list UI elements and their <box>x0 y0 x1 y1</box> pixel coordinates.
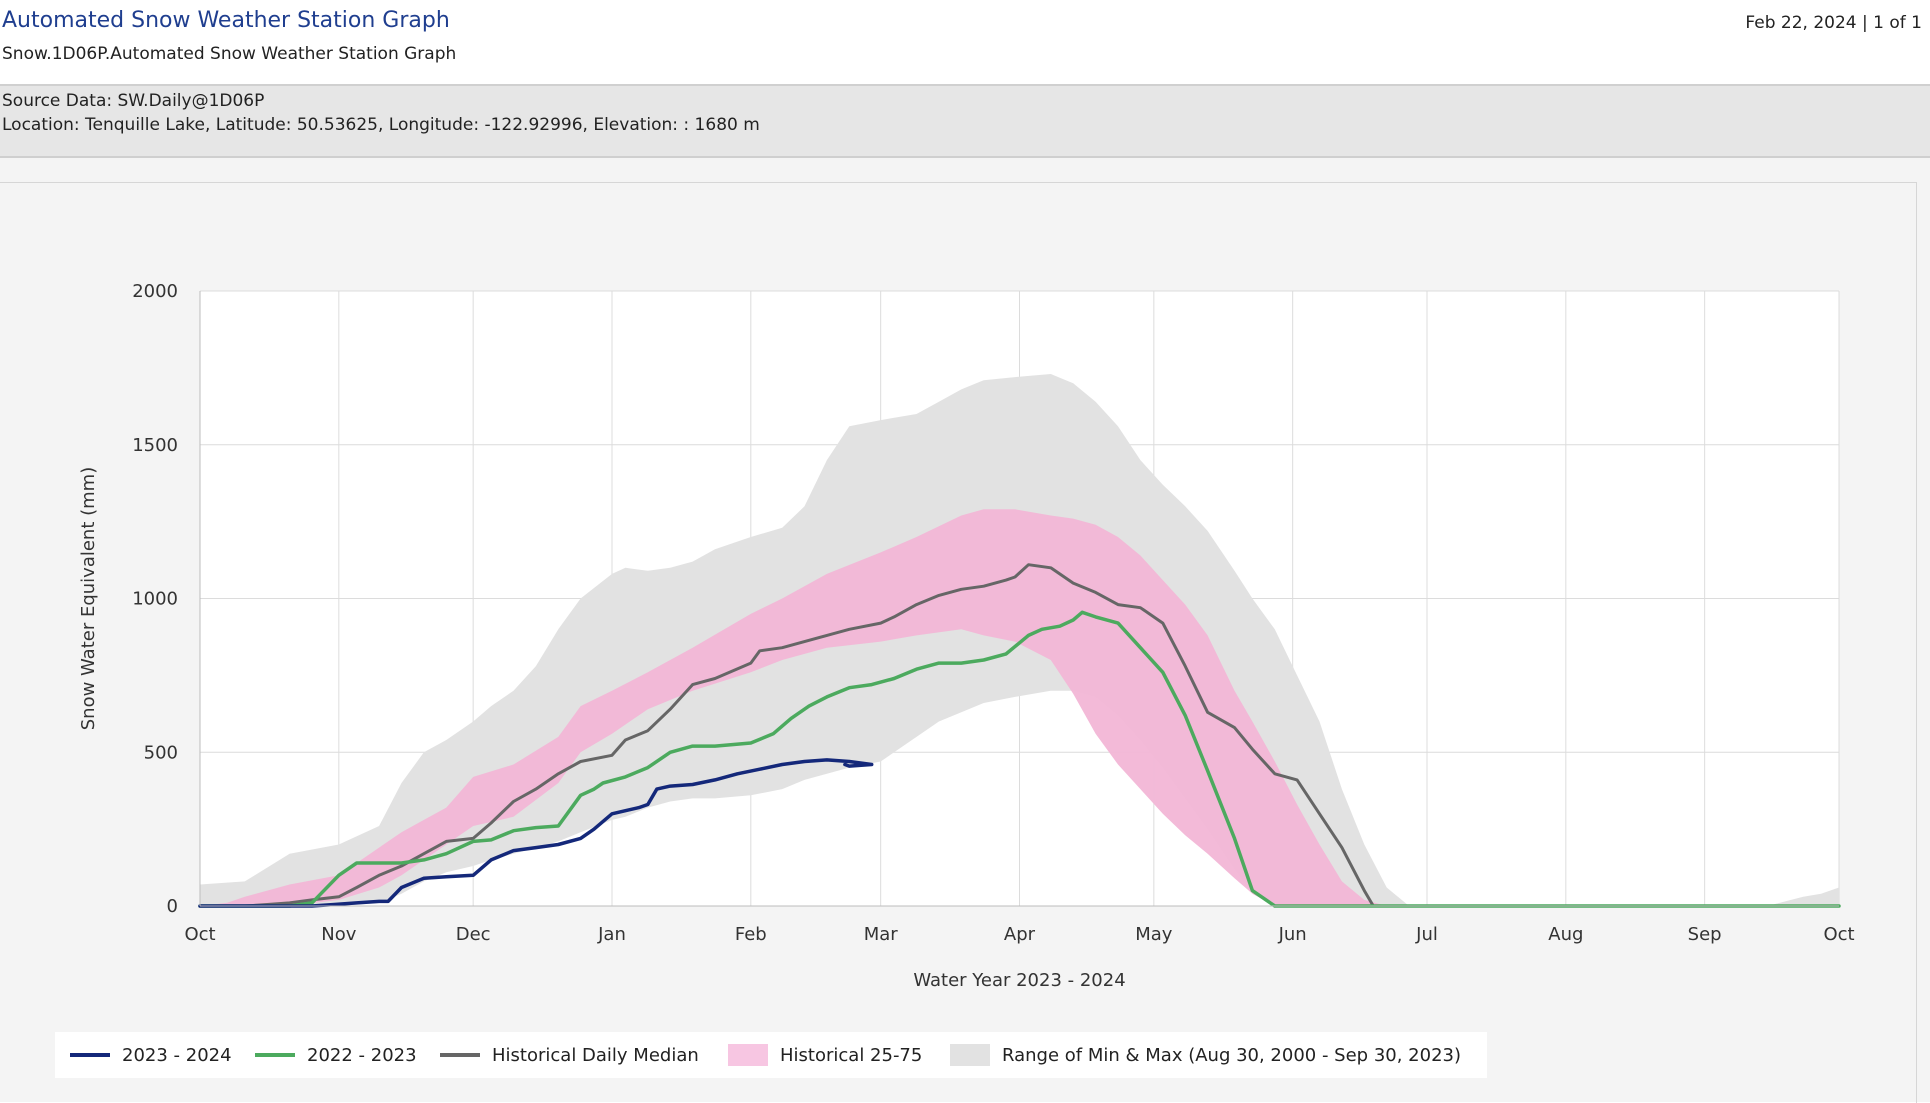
chart-panel <box>0 182 1917 1103</box>
series-2022-2023-line <box>198 610 1841 908</box>
y-tick-label: 1000 <box>132 589 178 610</box>
legend-label-median: Historical Daily Median <box>492 1044 699 1066</box>
location-label: Location: Tenquille Lake, Latitude: 50.5… <box>2 115 760 135</box>
source-data-label: Source Data: SW.Daily@1D06P <box>2 91 265 111</box>
p25-75-band <box>200 509 1410 906</box>
report-title: Automated Snow Weather Station Graph <box>2 8 450 33</box>
legend-label-p25-75: Historical 25-75 <box>780 1044 923 1066</box>
y-tick-label: 500 <box>144 742 178 763</box>
x-tick-label: Jan <box>597 924 626 945</box>
report-subtitle: Snow.1D06P.Automated Snow Weather Statio… <box>2 44 457 64</box>
legend-item-current: 2023 - 2024 <box>70 1032 232 1078</box>
x-tick-label: Oct <box>1823 924 1854 945</box>
x-tick-label: Apr <box>1004 924 1036 945</box>
legend-item-previous: 2022 - 2023 <box>255 1032 417 1078</box>
y-axis-title: Snow Water Equivalent (mm) <box>78 467 99 731</box>
x-tick-label: Sep <box>1688 924 1722 945</box>
x-tick-label: Dec <box>456 924 491 945</box>
legend-item-median: Historical Daily Median <box>440 1032 699 1078</box>
series-2023-2024-line <box>198 758 874 908</box>
y-tick-label: 0 <box>167 896 178 917</box>
legend-label-minmax: Range of Min & Max (Aug 30, 2000 - Sep 3… <box>1002 1044 1462 1066</box>
legend-swatch-minmax <box>950 1044 990 1066</box>
x-tick-label: Jul <box>1415 924 1438 945</box>
legend-label-current: 2023 - 2024 <box>122 1044 232 1066</box>
legend-swatch-p25-75 <box>728 1044 768 1066</box>
x-axis-title: Water Year 2023 - 2024 <box>913 970 1125 991</box>
legend-label-previous: 2022 - 2023 <box>307 1044 417 1066</box>
legend-swatch-previous <box>255 1053 295 1057</box>
x-tick-label: Feb <box>735 924 767 945</box>
y-tick-label: 2000 <box>132 281 178 302</box>
chart-legend: 2023 - 2024 2022 - 2023 Historical Daily… <box>55 1032 1487 1078</box>
x-tick-label: Nov <box>321 924 356 945</box>
legend-item-p25-75: Historical 25-75 <box>728 1032 922 1078</box>
legend-swatch-current <box>70 1053 110 1057</box>
x-tick-label: May <box>1135 924 1173 945</box>
snow-chart-svg: 0 500 1000 1500 2000 Oct Nov Dec Jan Feb Mar Apr May… <box>78 281 1855 991</box>
x-tick-label: Mar <box>864 924 899 945</box>
station-info-bar: Source Data: SW.Daily@1D06P Location: Te… <box>0 86 1930 158</box>
x-tick-label: Aug <box>1548 924 1583 945</box>
page-info: Feb 22, 2024 | 1 of 1 <box>1745 13 1922 33</box>
x-tick-label: Jun <box>1278 924 1307 945</box>
chart-area: 0 500 1000 1500 2000 Oct Nov Dec Jan Feb Mar Apr May… <box>0 158 1930 1103</box>
y-tick-label: 1500 <box>132 435 178 456</box>
report-header: Automated Snow Weather Station Graph Sno… <box>0 0 1930 86</box>
legend-item-minmax: Range of Min & Max (Aug 30, 2000 - Sep 3… <box>950 1032 1461 1078</box>
x-tick-label: Oct <box>184 924 215 945</box>
median-line <box>198 563 1841 908</box>
legend-swatch-median <box>440 1053 480 1057</box>
